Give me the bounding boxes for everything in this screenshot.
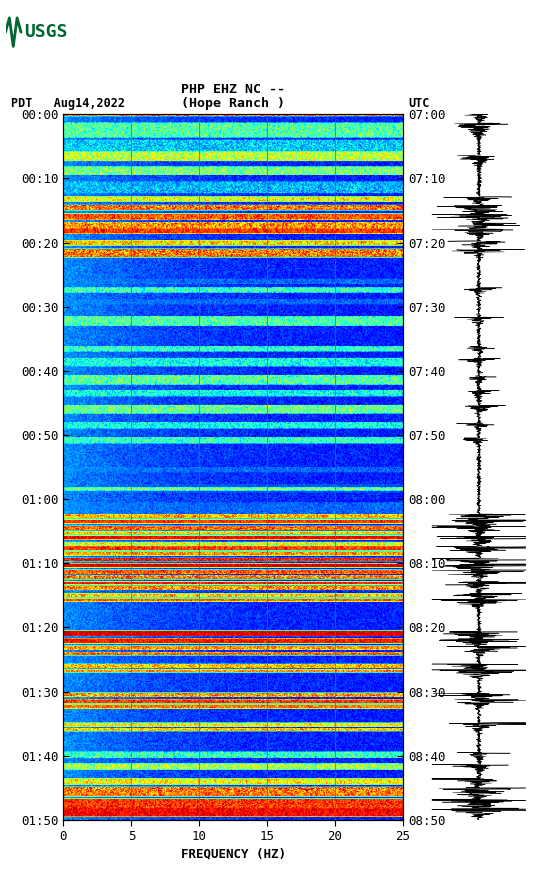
Text: PDT   Aug14,2022: PDT Aug14,2022: [11, 96, 125, 110]
X-axis label: FREQUENCY (HZ): FREQUENCY (HZ): [181, 847, 286, 860]
Text: UTC: UTC: [408, 96, 430, 110]
Text: PHP EHZ NC --: PHP EHZ NC --: [181, 82, 285, 96]
Text: USGS: USGS: [24, 23, 67, 41]
Text: (Hope Ranch ): (Hope Ranch ): [181, 96, 285, 110]
